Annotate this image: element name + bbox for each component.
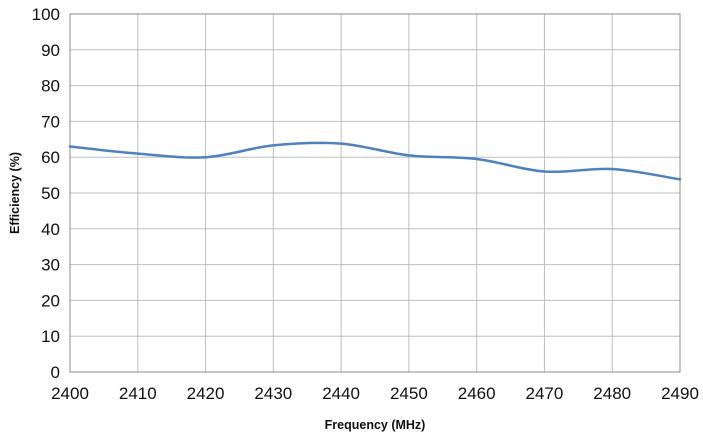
gridlines — [69, 13, 681, 373]
x-tick-labels: 2400 2410 2420 2430 2440 2450 2460 2470 2480 2490 — [51, 384, 699, 403]
y-tick-label: 20 — [41, 291, 60, 310]
x-tick-label: 2470 — [526, 384, 564, 403]
x-tick-label: 2430 — [254, 384, 292, 403]
x-tick-label: 2420 — [187, 384, 225, 403]
x-tick-label: 2480 — [593, 384, 631, 403]
plot-frame — [69, 13, 681, 373]
y-tick-label: 60 — [41, 148, 60, 167]
y-tick-label: 70 — [41, 112, 60, 131]
y-tick-labels: 0 10 20 30 40 50 60 70 80 90 100 — [32, 5, 60, 382]
y-tick-label: 90 — [41, 41, 60, 60]
x-tick-label: 2490 — [661, 384, 699, 403]
x-axis-title: Frequency (MHz) — [325, 418, 426, 432]
x-tick-label: 2410 — [119, 384, 157, 403]
y-tick-label: 40 — [41, 220, 60, 239]
y-tick-label: 0 — [51, 363, 60, 382]
y-tick-label: 10 — [41, 327, 60, 346]
series-layer — [68, 141, 682, 181]
x-tick-label: 2400 — [51, 384, 89, 403]
x-tick-label: 2450 — [390, 384, 428, 403]
efficiency-series-line — [68, 141, 682, 181]
y-tick-label: 30 — [41, 256, 60, 275]
y-axis-title: Efficiency (%) — [8, 152, 22, 234]
y-tick-label: 100 — [32, 5, 60, 24]
x-tick-label: 2440 — [322, 384, 360, 403]
y-tick-label: 50 — [41, 184, 60, 203]
y-tick-label: 80 — [41, 77, 60, 96]
x-tick-label: 2460 — [458, 384, 496, 403]
